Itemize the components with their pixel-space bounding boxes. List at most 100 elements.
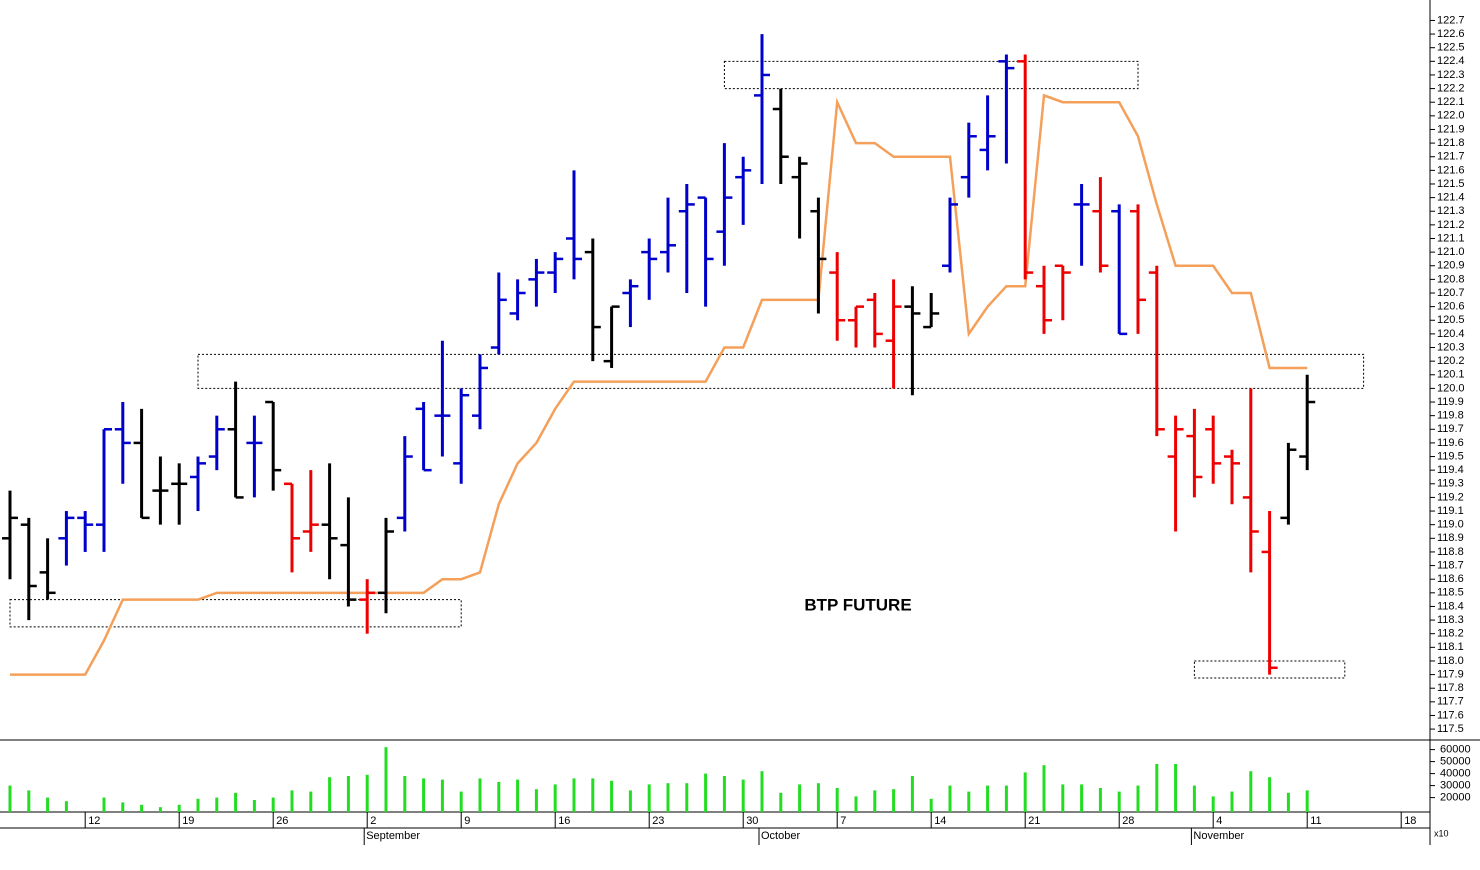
- x-tick-label: 23: [652, 815, 664, 827]
- volume-bar: [779, 792, 783, 812]
- x-tick-label: 26: [276, 815, 288, 827]
- volume-bar: [309, 791, 313, 812]
- volume-bar: [1268, 777, 1272, 812]
- chart-title: BTP FUTURE: [804, 595, 911, 614]
- volume-tick-label: 30000: [1440, 780, 1471, 792]
- y-tick-label: 118.8: [1437, 546, 1464, 558]
- y-tick-label: 121.2: [1437, 219, 1465, 231]
- y-tick-label: 118.4: [1437, 600, 1464, 612]
- x-tick-label: 19: [182, 815, 194, 827]
- volume-bar: [798, 784, 802, 812]
- y-tick-label: 122.4: [1437, 55, 1465, 67]
- y-tick-label: 120.6: [1437, 301, 1465, 313]
- zone: [723, 60, 1139, 90]
- volume-bar: [835, 788, 839, 812]
- y-tick-label: 119.5: [1437, 450, 1464, 462]
- y-tick-label: 117.9: [1437, 668, 1464, 680]
- x-tick-label: 4: [1216, 815, 1222, 827]
- y-tick-label: 122.0: [1437, 110, 1465, 122]
- volume-bar: [1305, 790, 1309, 812]
- y-tick-label: 122.7: [1437, 14, 1465, 26]
- y-tick-label: 121.7: [1437, 151, 1465, 163]
- y-tick-label: 119.2: [1437, 491, 1464, 503]
- y-tick-label: 120.4: [1437, 328, 1465, 340]
- volume-bar: [628, 790, 632, 812]
- volume-bar: [722, 776, 726, 812]
- volume-bar: [1004, 785, 1008, 812]
- y-tick-label: 120.2: [1437, 355, 1465, 367]
- y-tick-label: 120.3: [1437, 341, 1465, 353]
- x-tick-label: 18: [1404, 815, 1416, 827]
- y-tick-label: 117.6: [1437, 709, 1464, 721]
- volume-bar: [591, 778, 595, 812]
- y-tick-label: 122.1: [1437, 96, 1465, 108]
- volume-bar: [102, 797, 106, 812]
- volume-bar: [685, 783, 689, 812]
- volume-bar: [892, 789, 896, 812]
- x-tick-label: 30: [746, 815, 758, 827]
- y-tick-label: 117.7: [1437, 696, 1464, 708]
- volume-bar: [1249, 771, 1253, 812]
- volume-bar: [346, 776, 350, 812]
- volume-bar: [967, 791, 971, 812]
- x-tick-label: 7: [840, 815, 846, 827]
- volume-bar: [948, 785, 952, 812]
- y-tick-label: 119.4: [1437, 464, 1464, 476]
- y-tick-label: 120.8: [1437, 273, 1465, 285]
- y-tick-label: 121.1: [1437, 232, 1465, 244]
- volume-bar: [854, 796, 858, 812]
- volume-bar: [440, 779, 444, 812]
- volume-bar: [8, 785, 12, 812]
- y-tick-label: 122.6: [1437, 28, 1465, 40]
- y-tick-label: 122.3: [1437, 69, 1465, 81]
- volume-bar: [1023, 772, 1027, 812]
- y-tick-label: 118.1: [1437, 641, 1464, 653]
- x-tick-label: 12: [88, 815, 100, 827]
- volume-bar: [497, 782, 501, 812]
- y-tick-label: 121.8: [1437, 137, 1465, 149]
- volume-bar: [1080, 784, 1084, 812]
- y-tick-label: 120.1: [1437, 369, 1465, 381]
- y-tick-label: 120.5: [1437, 314, 1465, 326]
- volume-bar: [760, 771, 764, 812]
- volume-bar: [1192, 785, 1196, 812]
- x-tick-label: 16: [558, 815, 570, 827]
- y-tick-label: 120.7: [1437, 287, 1465, 299]
- volume-bar: [1286, 792, 1290, 812]
- volume-bar: [704, 773, 708, 812]
- y-tick-label: 119.7: [1437, 423, 1464, 435]
- x-tick-label: 2: [370, 815, 376, 827]
- volume-bar: [647, 784, 651, 812]
- y-tick-label: 118.7: [1437, 559, 1464, 571]
- volume-bar: [1098, 788, 1102, 812]
- x-tick-label: 14: [934, 815, 946, 827]
- y-tick-label: 119.3: [1437, 478, 1464, 490]
- volume-bar: [158, 807, 162, 812]
- month-label: November: [1193, 830, 1244, 842]
- volume-bar: [553, 784, 557, 812]
- y-tick-label: 121.3: [1437, 205, 1465, 217]
- y-tick-label: 118.5: [1437, 587, 1464, 599]
- volume-bar: [177, 804, 181, 812]
- y-tick-label: 119.9: [1437, 396, 1464, 408]
- volume-bar: [741, 779, 745, 812]
- volume-bar: [271, 797, 275, 812]
- y-tick-label: 118.3: [1437, 614, 1464, 626]
- volume-bar: [1155, 764, 1159, 812]
- volume-bar: [572, 778, 576, 812]
- volume-bar: [816, 783, 820, 812]
- stop-line: [10, 93, 1308, 676]
- volume-bar: [534, 789, 538, 812]
- volume-bar: [422, 778, 426, 812]
- volume-bar: [1061, 784, 1065, 812]
- y-tick-label: 121.0: [1437, 246, 1465, 258]
- month-label: October: [761, 830, 800, 842]
- volume-bar: [986, 785, 990, 812]
- y-tick-label: 118.0: [1437, 655, 1464, 667]
- y-tick-label: 118.6: [1437, 573, 1464, 585]
- volume-bar: [873, 790, 877, 812]
- volume-bar: [121, 802, 125, 812]
- volume-bar: [459, 791, 463, 812]
